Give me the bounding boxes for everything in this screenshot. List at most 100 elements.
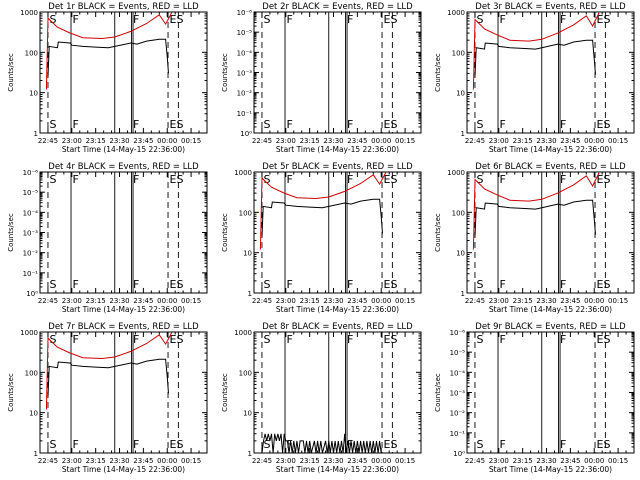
y-axis-label: Counts/sec [7, 53, 15, 92]
event-label-bottom: F [500, 278, 506, 291]
y-tick-label: 10 [29, 410, 38, 418]
x-tick-label: 23:00 [276, 137, 296, 145]
event-label-top: F [73, 173, 79, 186]
x-tick-label: 23:30 [323, 457, 343, 465]
x-tick-label: 23:00 [489, 137, 509, 145]
x-tick-label: 23:15 [86, 457, 106, 465]
event-label-bottom: ES [170, 118, 184, 131]
x-tick-label: 00:00 [584, 137, 604, 145]
event-label-top: F [560, 13, 566, 26]
x-tick-label: 23:30 [109, 457, 129, 465]
x-tick-label: 22:45 [38, 297, 58, 305]
y-axis-label: Counts/sec [434, 213, 442, 252]
x-axis-label: Start Time (14-May-15 22:36:00) [62, 145, 185, 154]
lld-series-line [259, 171, 387, 250]
x-tick-label: 23:15 [86, 297, 106, 305]
event-label-bottom: ES [384, 278, 398, 291]
plot-frame [466, 11, 635, 134]
y-tick-label: 10⁻⁵ [23, 189, 39, 197]
panel-title: Det 9r BLACK = Events, RED = LLD [475, 322, 626, 332]
x-tick-label: 23:00 [489, 297, 509, 305]
x-tick-label: 23:30 [536, 457, 556, 465]
plot-frame [253, 11, 422, 134]
y-tick-label: 10⁻² [23, 250, 39, 258]
x-tick-label: 23:15 [86, 137, 106, 145]
event-label-top: F [500, 333, 506, 346]
event-label-top: F [73, 13, 79, 26]
y-tick-label: 10 [456, 250, 465, 258]
event-label-top: S [263, 173, 270, 186]
y-tick-label: 10⁰ [240, 130, 252, 138]
y-tick-label: 1000 [234, 329, 252, 337]
x-tick-label: 00:00 [584, 297, 604, 305]
x-tick-label: 23:45 [560, 297, 580, 305]
x-tick-label: 23:45 [560, 137, 580, 145]
x-tick-label: 23:45 [347, 457, 367, 465]
event-label-bottom: ES [384, 438, 398, 451]
panel-det-2: Det 2r BLACK = Events, RED = LLD 10⁰ 10⁻¹ 1… [221, 2, 422, 154]
x-tick-label: 00:15 [395, 457, 415, 465]
y-tick-label: 10⁻⁴ [450, 369, 466, 377]
x-tick-label: 23:15 [300, 457, 320, 465]
event-label-top: S [49, 173, 56, 186]
event-label-top: S [49, 333, 56, 346]
y-tick-label: 10⁰ [453, 450, 465, 458]
y-tick-label: 1 [461, 290, 465, 298]
y-tick-label: 100 [452, 49, 465, 57]
event-label-top: F [287, 13, 293, 26]
event-label-top: F [133, 333, 139, 346]
x-axis-label: Start Time (14-May-15 22:36:00) [62, 465, 185, 474]
panel-det-1: Det 1r BLACK = Events, RED = LLD 1 10 100 10… [7, 2, 208, 154]
event-label-bottom: S [263, 278, 270, 291]
y-tick-label: 100 [25, 49, 38, 57]
x-tick-label: 23:30 [536, 137, 556, 145]
event-label-top: F [73, 333, 79, 346]
x-axis-label: Start Time (14-May-15 22:36:00) [276, 145, 399, 154]
event-label-top: ES [597, 13, 611, 26]
x-tick-label: 00:00 [157, 457, 177, 465]
x-tick-label: 22:45 [252, 457, 272, 465]
event-label-top: ES [597, 173, 611, 186]
y-tick-label: 1 [461, 130, 465, 138]
y-tick-label: 10 [243, 410, 252, 418]
x-tick-label: 23:45 [133, 457, 153, 465]
x-tick-label: 23:00 [276, 297, 296, 305]
x-tick-label: 23:15 [300, 137, 320, 145]
y-axis-label: Counts/sec [7, 213, 15, 252]
event-label-bottom: S [476, 278, 483, 291]
x-tick-label: 23:45 [347, 137, 367, 145]
event-label-top: S [263, 13, 270, 26]
event-label-bottom: S [263, 118, 270, 131]
x-tick-label: 23:45 [560, 457, 580, 465]
event-label-top: S [476, 13, 483, 26]
event-label-bottom: S [263, 438, 270, 451]
x-tick-label: 23:45 [133, 297, 153, 305]
x-tick-label: 00:15 [181, 297, 201, 305]
event-label-top: F [560, 333, 566, 346]
event-label-bottom: ES [597, 438, 611, 451]
panel-title: Det 2r BLACK = Events, RED = LLD [262, 2, 413, 12]
event-label-bottom: F [287, 278, 293, 291]
x-tick-label: 23:15 [300, 297, 320, 305]
event-label-bottom: S [476, 438, 483, 451]
event-label-top: ES [384, 13, 398, 26]
x-tick-label: 23:00 [62, 297, 82, 305]
y-tick-label: 10⁻¹ [450, 430, 466, 438]
event-label-top: ES [170, 333, 184, 346]
y-tick-label: 1000 [234, 169, 252, 177]
y-tick-label: 100 [452, 209, 465, 217]
plot-frame [39, 171, 208, 294]
x-tick-label: 00:00 [371, 297, 391, 305]
x-tick-label: 23:45 [347, 297, 367, 305]
event-label-top: F [500, 173, 506, 186]
x-axis-label: Start Time (14-May-15 22:36:00) [62, 305, 185, 314]
x-tick-label: 23:30 [109, 137, 129, 145]
panel-title: Det 3r BLACK = Events, RED = LLD [475, 2, 626, 12]
x-tick-label: 22:45 [465, 137, 485, 145]
x-axis-label: Start Time (14-May-15 22:36:00) [276, 465, 399, 474]
y-tick-label: 1000 [20, 9, 38, 17]
y-tick-label: 100 [239, 209, 252, 217]
y-tick-label: 10 [456, 90, 465, 98]
event-label-bottom: F [560, 438, 566, 451]
